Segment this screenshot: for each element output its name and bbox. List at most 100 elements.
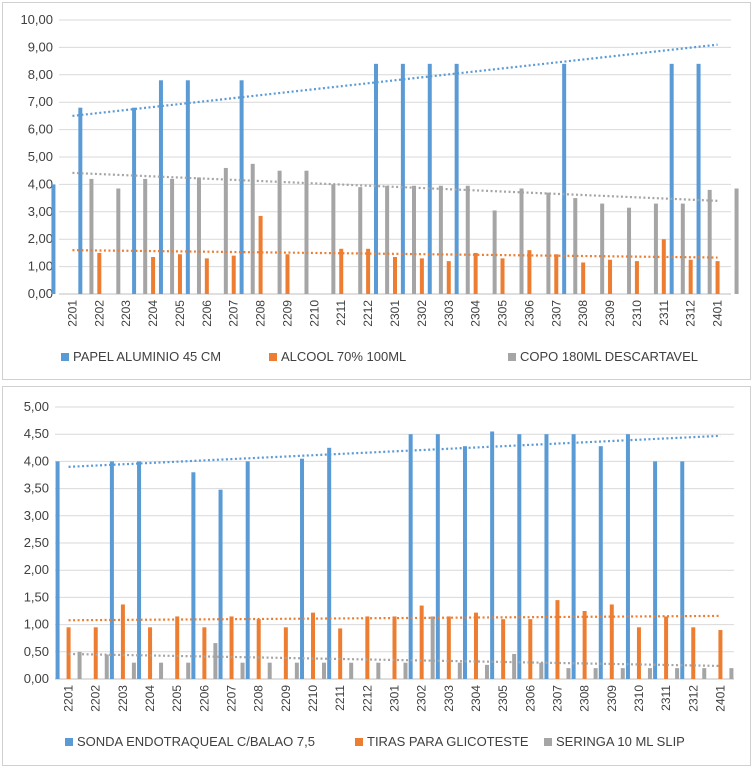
chart-1-xtick-label: 2205 [173, 300, 187, 327]
chart-1-legend-marker-2 [508, 353, 516, 361]
chart-1-bar-alcool-70-100ml-2308 [581, 262, 586, 294]
chart-2-bar-seringa-10-ml-slip-2307 [566, 668, 571, 679]
chart-2-xtick-label: 2310 [632, 685, 646, 712]
chart-2-bar-sonda-endotraqueal-c-balao-7-5-2304 [462, 446, 467, 679]
chart-1-bar-copo-180ml-descartavel-2305 [519, 188, 524, 294]
chart-2-bar-seringa-10-ml-slip-2304 [484, 664, 489, 679]
chart-2-ytick-label: 4,50 [24, 426, 49, 441]
chart-1-xtick-label: 2303 [442, 300, 456, 327]
chart-2-bar-seringa-10-ml-slip-2308 [593, 668, 598, 679]
chart-1-bar-copo-180ml-descartavel-2201 [89, 178, 94, 294]
chart-1-bar-alcool-70-100ml-2309 [608, 259, 613, 294]
chart-1-bar-alcool-70-100ml-2204 [151, 257, 156, 294]
chart-2-ytick-label: 3,50 [24, 481, 49, 496]
chart-2-bar-seringa-10-ml-slip-2207 [240, 662, 245, 679]
chart-2-bar-tiras-para-glicoteste-2301 [392, 616, 397, 679]
chart-2-xtick-label: 2207 [225, 685, 239, 712]
chart-1-bar-papel-aluminio-45-cm-2312 [669, 63, 674, 295]
chart-2-bar-tiras-para-glicoteste-2401 [718, 630, 723, 679]
chart-2-xtick-label: 2308 [578, 685, 592, 712]
chart-1-bar-papel-aluminio-45-cm-2308 [562, 63, 567, 295]
chart-2-svg: 0,00 0,50 1,00 1,50 2,00 2,50 3,00 3,50 4,00 4,50… [24, 399, 734, 749]
chart-1-ytick-label: 8,00 [28, 67, 53, 82]
chart-1-xtick-label: 2204 [146, 300, 160, 327]
chart-1-bar-papel-aluminio-45-cm-2302 [400, 63, 405, 295]
chart-2-xtick-label: 2301 [388, 685, 402, 712]
chart-2-bar-sonda-endotraqueal-c-balao-7-5-2312 [680, 461, 685, 679]
chart-1-bar-alcool-70-100ml-2305 [500, 258, 505, 294]
chart-1-bar-alcool-70-100ml-2302 [419, 258, 424, 294]
chart-2-xtick-label: 2401 [713, 685, 727, 712]
chart-1-ytick-label: 5,00 [28, 149, 53, 164]
chart-1-bar-copo-180ml-descartavel-2310 [653, 203, 658, 294]
chart-1-bar-copo-180ml-descartavel-2209 [304, 170, 309, 294]
chart-2-legend-label-2: SERINGA 10 ML SLIP [556, 734, 685, 749]
chart-1-xtick-label: 2208 [254, 300, 268, 327]
chart-1-bar-copo-180ml-descartavel-2306 [546, 192, 551, 294]
chart-2-bar-seringa-10-ml-slip-2210 [322, 662, 327, 679]
chart-2-ytick-label: 3,00 [24, 508, 49, 523]
chart-1-bar-papel-aluminio-45-cm-2205 [158, 80, 163, 294]
chart-2-xtick-label: 2309 [605, 685, 619, 712]
chart-1-bar-alcool-70-100ml-2207 [231, 255, 236, 294]
chart-2-legend-label-0: SONDA ENDOTRAQUEAL C/BALAO 7,5 [77, 734, 315, 749]
chart-1-bar-alcool-70-100ml-2205 [177, 254, 182, 294]
chart-2-bar-seringa-10-ml-slip-2306 [539, 662, 544, 679]
chart-1-xtick-label: 2310 [630, 300, 644, 327]
chart-2-bar-seringa-10-ml-slip-2205 [186, 662, 191, 679]
chart-1-ytick-label: 10,00 [20, 12, 53, 27]
chart-1-bar-alcool-70-100ml-2206 [204, 258, 209, 294]
chart-2-ytick-label: 0,00 [24, 671, 49, 686]
chart-2-bar-tiras-para-glicoteste-2204 [148, 627, 153, 679]
chart-1-bar-copo-180ml-descartavel-2301 [412, 185, 416, 294]
chart-1-bar-copo-180ml-descartavel-2207 [250, 163, 255, 294]
chart-1-legend-marker-1 [269, 353, 277, 361]
chart-2-bar-tiras-para-glicoteste-2202 [93, 627, 98, 679]
chart-2-legend-marker-2 [544, 738, 552, 746]
chart-2-xtick-label: 2204 [143, 685, 157, 712]
chart-2-bar-sonda-endotraqueal-c-balao-7-5-2207 [218, 489, 223, 679]
chart-2-xtick-label: 2210 [306, 685, 320, 712]
chart-2-bar-sonda-endotraqueal-c-balao-7-5-2309 [598, 446, 603, 679]
chart-1-bar-alcool-70-100ml-2304 [473, 252, 478, 294]
chart-1-bar-alcool-70-100ml-2311 [661, 239, 666, 294]
chart-2-xtick-label: 2203 [116, 685, 130, 712]
chart-2-xtick-label: 2306 [523, 685, 537, 712]
chart-2-bar-tiras-para-glicoteste-2311 [664, 616, 669, 679]
chart-2-bar-sonda-endotraqueal-c-balao-7-5-2311 [653, 461, 658, 679]
chart-1-bar-alcool-70-100ml-2310 [634, 261, 639, 294]
chart-2-bar-sonda-endotraqueal-c-balao-7-5-2201 [55, 461, 60, 679]
chart-2-xtick-label: 2202 [89, 685, 103, 712]
chart-2-xtick-label: 2303 [442, 685, 456, 712]
chart-1-bar-papel-aluminio-45-cm-2401 [696, 63, 701, 295]
chart-1-bar-copo-180ml-descartavel-2303 [465, 185, 470, 294]
chart-2-bar-seringa-10-ml-slip-2311 [675, 668, 680, 679]
chart-2-bar-tiras-para-glicoteste-2203 [120, 604, 125, 679]
chart-1-bar-alcool-70-100ml-2209 [285, 254, 290, 294]
chart-2-bar-tiras-para-glicoteste-2307 [555, 600, 560, 679]
chart-2-bar-tiras-para-glicoteste-2209 [283, 627, 288, 679]
chart-2-ytick-label: 2,00 [24, 562, 49, 577]
chart-1-bar-copo-180ml-descartavel-2302 [438, 185, 443, 294]
chart-2-xtick-label: 2211 [333, 685, 347, 711]
chart-1-bar-papel-aluminio-45-cm-2202 [78, 107, 83, 295]
chart-1-xtick-label: 2311 [657, 300, 671, 326]
chart-1-bar-alcool-70-100ml-2401 [715, 261, 720, 294]
chart-2-xtick-label: 2212 [360, 685, 374, 712]
chart-1-ytick-label: 0,00 [28, 286, 53, 301]
chart-2-bar-sonda-endotraqueal-c-balao-7-5-2302 [408, 434, 413, 679]
chart-2-xtick-label: 2206 [197, 685, 211, 712]
chart-2-xtick-label: 2311 [659, 685, 673, 711]
chart-1-bar-papel-aluminio-45-cm-2304 [454, 63, 459, 295]
chart-2-bar-tiras-para-glicoteste-2302 [419, 605, 424, 679]
chart-2-xtick-label: 2307 [550, 685, 564, 712]
chart-2-bar-tiras-para-glicoteste-2201 [66, 627, 71, 679]
chart-1-ytick-label: 4,00 [28, 176, 53, 191]
chart-2-bar-sonda-endotraqueal-c-balao-7-5-2306 [517, 434, 522, 679]
chart-2-legend-marker-1 [355, 738, 363, 746]
chart-1-ytick-label: 1,00 [28, 259, 53, 274]
chart-2-bar-sonda-endotraqueal-c-balao-7-5-2305 [490, 431, 495, 679]
chart-1-xtick-label: 2304 [469, 300, 483, 327]
chart-2-bar-sonda-endotraqueal-c-balao-7-5-2204 [137, 461, 142, 679]
chart-2-xtick-label: 2205 [170, 685, 184, 712]
